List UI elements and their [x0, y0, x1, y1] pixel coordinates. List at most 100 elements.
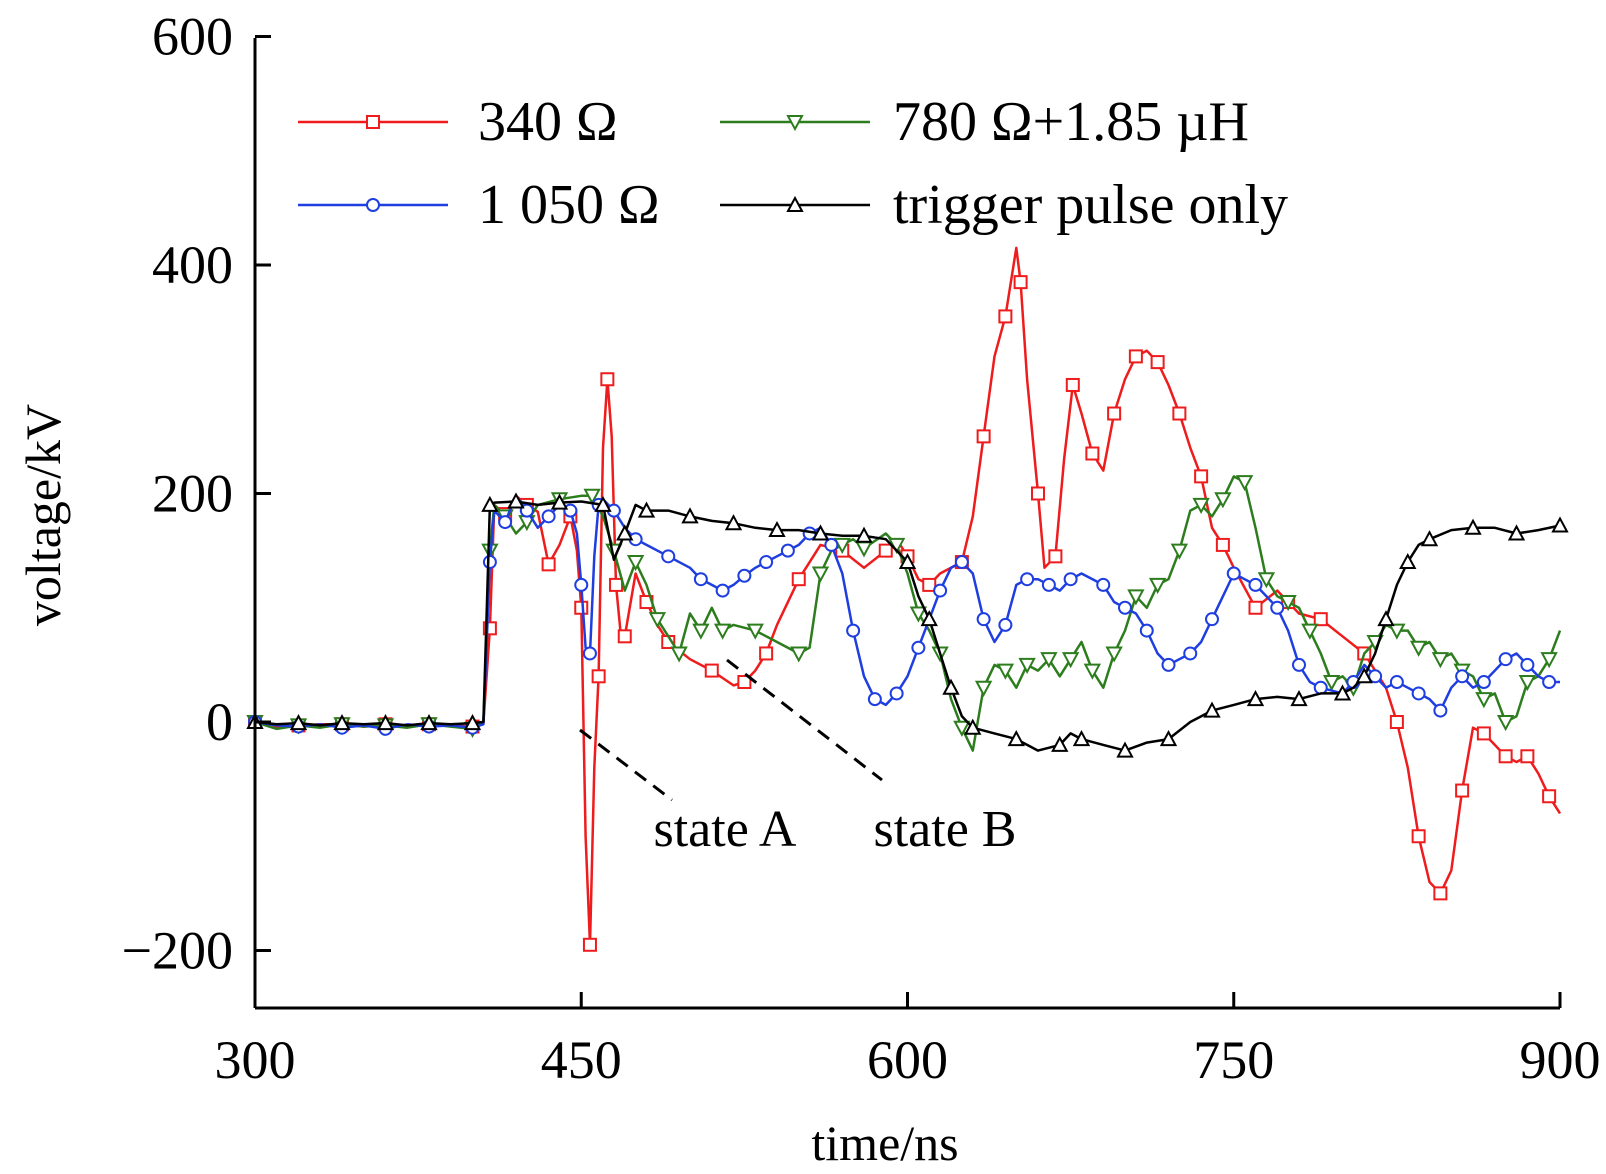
- data-point-triangle-up-marker: [420, 714, 438, 731]
- data-point-square-marker: [541, 557, 556, 572]
- data-point-triangle-down-marker: [1192, 497, 1210, 515]
- legend-label: 780 Ω+1.85 µH: [893, 91, 1249, 153]
- annotation: state B: [726, 658, 1017, 858]
- data-point-circle-marker: [933, 583, 948, 598]
- data-point-circle-marker: [482, 555, 497, 570]
- data-point-triangle-down-marker: [583, 488, 601, 505]
- data-point-square-marker: [878, 543, 893, 558]
- annotations: state A state B: [579, 658, 1017, 858]
- y-tick-label: 600: [152, 7, 233, 67]
- data-point-square-marker: [1476, 726, 1491, 741]
- data-point-triangle-up-marker: [1464, 518, 1482, 535]
- data-point-triangle-up-marker: [616, 524, 634, 541]
- data-point-square-marker: [582, 937, 597, 952]
- x-tick-label: 900: [1520, 1030, 1601, 1090]
- data-point-triangle-down-marker: [1388, 623, 1406, 640]
- data-point-square-marker: [1248, 600, 1263, 615]
- data-point-triangle-up-marker: [942, 678, 960, 695]
- axes-layer: −200 0 200 400 600 300 450 600 750 900: [122, 7, 1601, 1091]
- x-tick-label: 750: [1193, 1030, 1274, 1090]
- data-point-triangle-down-marker: [786, 115, 804, 132]
- data-point-triangle-down-marker: [1127, 589, 1145, 606]
- data-point-circle-marker: [737, 568, 752, 583]
- data-point-circle-marker: [1433, 703, 1448, 718]
- legend-label: trigger pulse only: [893, 174, 1288, 236]
- data-point-triangle-down-marker: [1475, 692, 1493, 709]
- series-line: [254, 475, 1562, 752]
- legend-label: 340 Ω: [478, 91, 618, 153]
- data-point-square-marker: [1411, 829, 1426, 844]
- data-point-circle-marker: [1411, 686, 1426, 701]
- data-point-triangle-down-marker: [692, 623, 710, 640]
- x-tick-label: 300: [215, 1030, 296, 1090]
- series-2: [248, 494, 1560, 736]
- data-point-triangle-up-marker: [1333, 684, 1352, 701]
- data-point-triangle-up-marker: [1420, 530, 1439, 547]
- legend-entry: 1 050 Ω: [298, 174, 660, 236]
- annotation-label: state B: [874, 801, 1017, 858]
- data-point-triangle-down-marker: [855, 541, 873, 558]
- data-point-square-marker: [791, 572, 806, 587]
- data-point-triangle-up-marker: [550, 493, 569, 510]
- data-point-square-marker: [998, 309, 1013, 324]
- data-point-square-marker: [1031, 486, 1045, 501]
- annotation-label: state A: [654, 801, 797, 858]
- data-point-square-marker: [617, 629, 632, 644]
- data-point-triangle-down-marker: [670, 646, 688, 663]
- data-point-triangle-down-marker: [1279, 595, 1297, 612]
- data-point-triangle-down-marker: [909, 606, 928, 623]
- data-point-square-marker: [609, 577, 624, 592]
- data-point-triangle-down-marker: [1214, 492, 1232, 509]
- data-point-square-marker: [1085, 446, 1100, 461]
- data-point-triangle-down-marker: [713, 623, 732, 640]
- data-point-square-marker: [1013, 275, 1028, 290]
- data-point-triangle-up-marker: [463, 714, 482, 731]
- y-tick-label: 400: [152, 235, 233, 295]
- data-point-triangle-up-marker: [920, 610, 938, 627]
- data-point-triangle-down-marker: [1235, 475, 1254, 492]
- x-tick-label: 600: [867, 1030, 948, 1090]
- data-point-square-marker: [1313, 612, 1328, 627]
- data-point-circle-marker: [759, 555, 774, 570]
- data-point-triangle-up-marker: [811, 524, 830, 541]
- data-point-circle-marker: [582, 646, 597, 661]
- data-point-circle-marker: [1389, 675, 1404, 690]
- data-point-triangle-up-marker: [1051, 735, 1069, 752]
- data-point-triangle-down-marker: [1105, 646, 1123, 663]
- data-point-triangle-down-marker: [1170, 543, 1189, 560]
- data-point-square-marker: [1107, 406, 1122, 421]
- data-point-triangle-up-marker: [637, 501, 656, 518]
- data-point-triangle-up-marker: [1159, 730, 1178, 747]
- data-point-square-marker: [1389, 715, 1404, 729]
- data-point-triangle-down-marker: [1496, 715, 1515, 732]
- data-point-triangle-down-marker: [1322, 675, 1341, 692]
- data-point-circle-marker: [824, 537, 839, 552]
- data-point-triangle-down-marker: [953, 720, 971, 737]
- data-point-circle-marker: [1455, 669, 1470, 684]
- data-point-triangle-down-marker: [746, 623, 764, 640]
- data-point-triangle-up-marker: [898, 552, 917, 570]
- data-point-square-marker: [600, 372, 615, 387]
- data-point-triangle-down-marker: [974, 680, 993, 697]
- data-point-square-marker: [1455, 783, 1470, 798]
- data-point-square-marker: [1150, 355, 1165, 370]
- legend: 340 Ω 780 Ω+1.85 µH 1 050 Ω trigger pulse o…: [298, 91, 1288, 236]
- data-point-triangle-up-marker: [768, 520, 786, 538]
- series-layer: [246, 246, 1569, 952]
- data-point-triangle-up-marker: [681, 507, 699, 524]
- data-point-triangle-down-marker: [1257, 572, 1276, 589]
- data-point-triangle-up-marker: [481, 495, 499, 512]
- data-point-triangle-down-marker: [1040, 652, 1058, 669]
- data-point-triangle-up-marker: [1246, 690, 1265, 707]
- legend-entry: 780 Ω+1.85 µH: [720, 91, 1249, 153]
- data-point-triangle-down-marker: [790, 646, 808, 663]
- data-point-circle-marker: [867, 692, 882, 707]
- data-point-triangle-down-marker: [833, 537, 851, 555]
- data-point-triangle-down-marker: [1018, 657, 1036, 674]
- data-point-circle-marker: [1183, 646, 1198, 661]
- data-point-circle-marker: [998, 617, 1013, 632]
- data-point-circle-marker: [1270, 600, 1285, 615]
- data-point-circle-marker: [1118, 600, 1132, 615]
- data-point-square-marker: [737, 675, 752, 690]
- data-point-triangle-up-marker: [333, 714, 351, 731]
